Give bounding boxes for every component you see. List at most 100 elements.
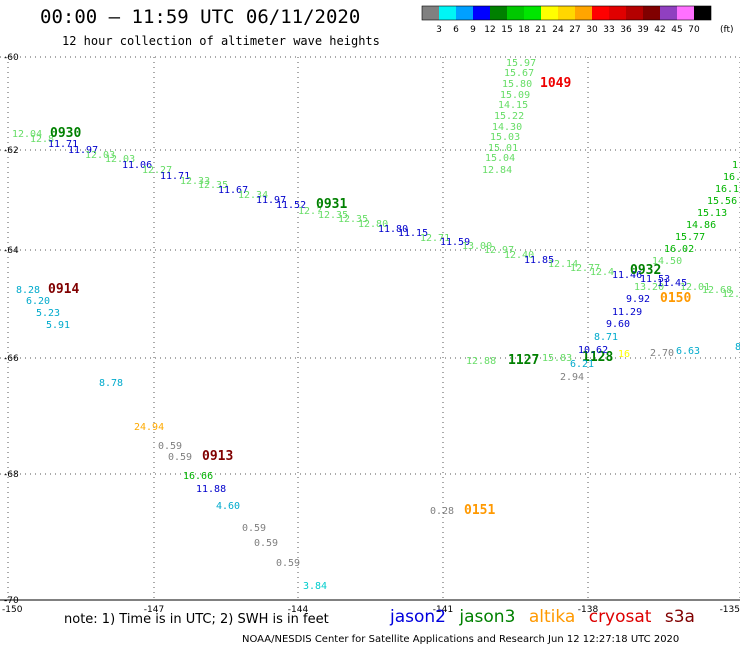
- wave-height-label: 14.30: [492, 122, 522, 133]
- wave-height-label: 15.80: [502, 79, 532, 90]
- color-swatch: [541, 6, 558, 20]
- wave-height-label: 13.00: [462, 241, 492, 252]
- wave-height-label: 8.71: [594, 332, 618, 343]
- legend-sat-4: s3a: [664, 607, 695, 627]
- wave-height-label: 24.94: [134, 422, 164, 433]
- pass-time-label: 0930: [50, 126, 81, 141]
- wave-height-label: 12.: [722, 289, 740, 300]
- wave-height-label: 10.62: [578, 345, 608, 356]
- color-swatch: [439, 6, 456, 20]
- pass-time-label: 0150: [660, 291, 691, 306]
- color-swatch: [422, 6, 439, 20]
- wave-height-label: 12.71: [420, 233, 450, 244]
- wave-height-label: 12.80: [358, 219, 388, 230]
- wave-height-label: 12.14: [548, 259, 578, 270]
- wave-height-label: 14.50: [652, 256, 682, 267]
- wave-height-label: 15.13: [697, 208, 727, 219]
- wave-height-label: 11.80: [378, 224, 408, 235]
- wave-height-label: 12.40: [504, 250, 534, 261]
- color-tick-label: 45: [671, 25, 682, 35]
- color-tick-label: 6: [453, 25, 459, 35]
- wave-height-label: 0.59: [242, 523, 266, 534]
- wave-height-label: 0.28: [430, 506, 454, 517]
- color-swatch: [456, 6, 473, 20]
- wave-height-label: 11.71: [160, 171, 190, 182]
- color-tick-label: 24: [552, 25, 564, 35]
- color-tick-label: 36: [620, 25, 632, 35]
- color-tick-label: 15: [501, 25, 512, 35]
- wave-height-label: 9.92: [626, 294, 650, 305]
- lat-label: -60: [4, 53, 19, 63]
- color-tick-label: 39: [637, 25, 649, 35]
- wave-height-label: 5.23: [36, 308, 60, 319]
- legend-sat-2: altika: [528, 607, 576, 627]
- wave-height-label: 11.59: [440, 237, 470, 248]
- wave-height-label: 11.88: [196, 484, 226, 495]
- wave-height-label: 11.46: [612, 270, 642, 281]
- wave-height-label: 0.59: [168, 452, 192, 463]
- wave-height-label: 16.02: [664, 244, 694, 255]
- color-scale-bar: 3 6 9 12 15 18 21 24 27 30 33 36 39 42 45 70 (ft): [421, 5, 734, 35]
- color-tick-label: 70: [688, 25, 700, 35]
- wave-height-label: 12.03: [105, 154, 135, 165]
- wave-height-label: 15.04: [485, 153, 515, 164]
- wave-height-label: 9.60: [606, 319, 630, 330]
- wave-height-label: 16: [618, 349, 630, 360]
- wave-height-label: 8.78: [99, 378, 123, 389]
- lon-label: -135: [720, 605, 740, 615]
- wave-height-label: 11.45: [657, 278, 687, 289]
- wave-height-label: 12.35: [318, 210, 348, 221]
- wave-height-label: 11.67: [218, 185, 248, 196]
- legend-sat-3: cryosat: [588, 607, 652, 627]
- wave-height-label: 11.71: [48, 139, 78, 150]
- wave-height-label: 3.84: [303, 581, 327, 592]
- color-swatch: [524, 6, 541, 20]
- color-swatch: [473, 6, 490, 20]
- color-tick-label: 21: [535, 25, 546, 35]
- color-tick-label: 3: [436, 25, 442, 35]
- color-tick-label: 18: [518, 25, 530, 35]
- wave-height-label: 11.15: [398, 228, 428, 239]
- wave-height-label: 13.20: [634, 282, 664, 293]
- wave-height-label: 12.03: [85, 150, 115, 161]
- color-swatch: [660, 6, 677, 20]
- wave-height-label: 5.91: [46, 320, 70, 331]
- lat-label: -68: [4, 470, 19, 480]
- wave-height-label: 16.17: [715, 184, 740, 195]
- wave-height-label: 12.4: [590, 267, 614, 278]
- wave-height-label: 15.97: [506, 58, 536, 69]
- wave-height-label: 11.29: [612, 307, 642, 318]
- color-swatch: [643, 6, 660, 20]
- wave-height-label: 12.35: [198, 180, 228, 191]
- color-swatch: [677, 6, 694, 20]
- color-swatch: [575, 6, 592, 20]
- color-tick-label: 27: [569, 25, 580, 35]
- wave-height-label: 1: [732, 160, 738, 171]
- wave-height-label: 15.22: [494, 111, 524, 122]
- footer-note: note: 1) Time is in UTC; 2) SWH is in fe…: [64, 612, 329, 627]
- legend-sat-0: jason2: [390, 607, 446, 627]
- wave-height-label: 0.59: [254, 538, 278, 549]
- color-swatch: [592, 6, 609, 20]
- wave-height-label: 12.34: [238, 190, 268, 201]
- color-tick-label: 30: [586, 25, 598, 35]
- wave-height-label: 12.88: [466, 356, 496, 367]
- wave-height-label: 12.77: [570, 263, 600, 274]
- pass-time-label: 1049: [540, 76, 571, 91]
- color-tick-label: 33: [603, 25, 614, 35]
- wave-height-label: 15.67: [504, 68, 534, 79]
- wave-height-label: 2.94: [560, 372, 584, 383]
- pass-time-label: 0932: [630, 263, 661, 278]
- wave-height-label: 6.21: [570, 359, 594, 370]
- wave-height-label: 12.01: [680, 282, 710, 293]
- wave-height-label: 15.77: [675, 232, 705, 243]
- wave-height-label: 15.09: [500, 90, 530, 101]
- legend-sat-1: jason3: [459, 607, 516, 627]
- color-swatch: [626, 6, 643, 20]
- pass-time-label: 0914: [48, 282, 79, 297]
- wave-height-label: 8.28: [16, 285, 40, 296]
- chart-title: 00:00 – 11:59 UTC 06/11/2020: [40, 6, 361, 28]
- wave-height-label: 15.56: [707, 196, 737, 207]
- pass-time-label: 1128: [582, 350, 613, 365]
- wave-height-label: 2.70: [650, 348, 674, 359]
